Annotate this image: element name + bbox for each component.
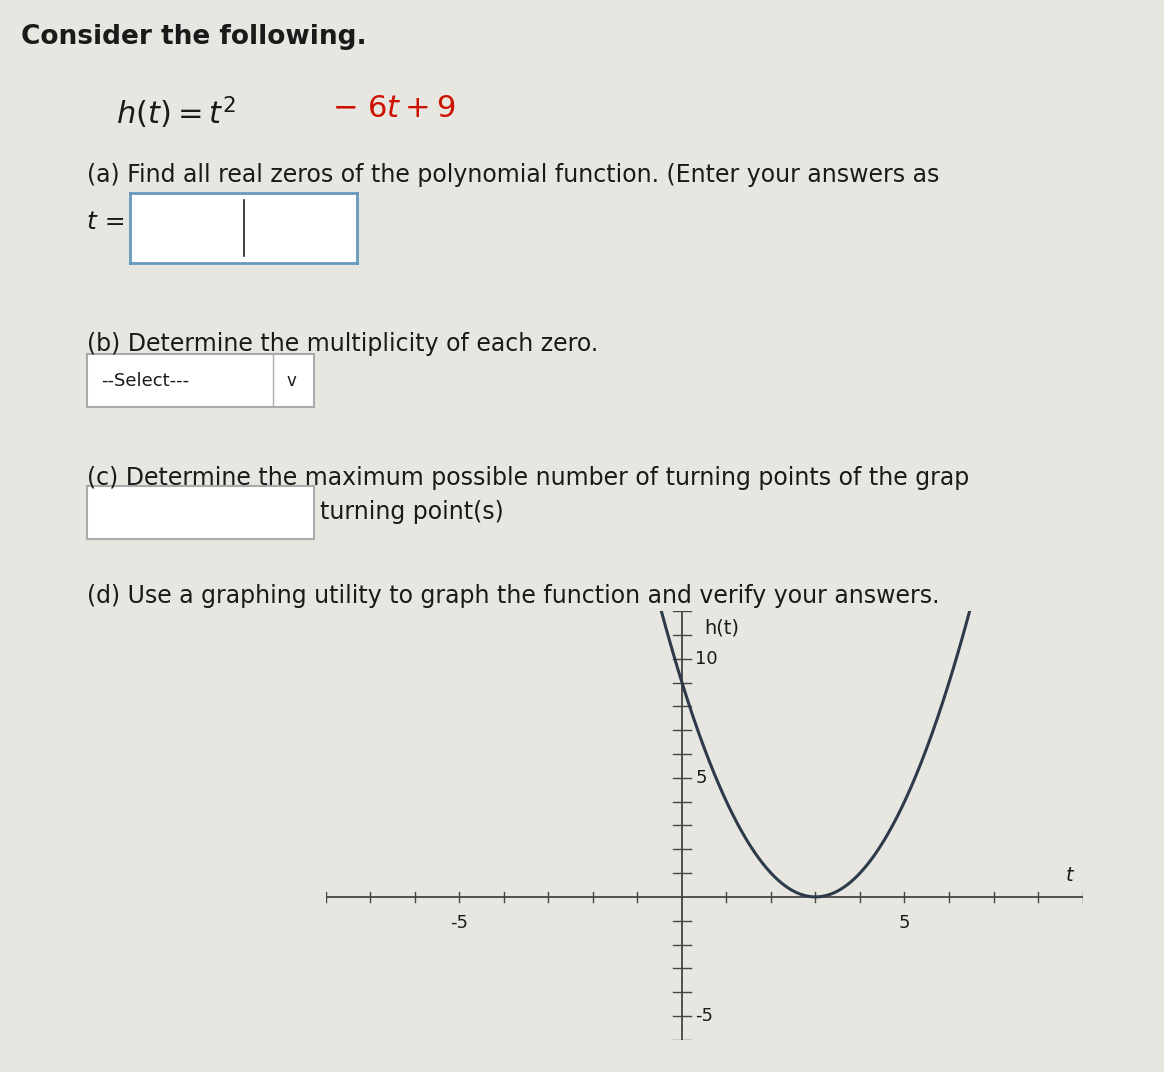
Text: -5: -5: [695, 1007, 714, 1025]
Text: (d) Use a graphing utility to graph the function and verify your answers.: (d) Use a graphing utility to graph the …: [87, 584, 939, 608]
Text: 5: 5: [695, 769, 707, 787]
Text: v: v: [286, 372, 297, 389]
Text: 10: 10: [695, 650, 718, 668]
Text: Consider the following.: Consider the following.: [21, 24, 367, 49]
Text: (c) Determine the maximum possible number of turning points of the grap: (c) Determine the maximum possible numbe…: [87, 466, 970, 490]
Text: -5: -5: [450, 913, 468, 932]
Text: turning point(s): turning point(s): [320, 501, 504, 524]
Text: $-\ 6t + 9$: $-\ 6t + 9$: [332, 94, 455, 123]
Text: --Select---: --Select---: [101, 372, 189, 389]
Text: h(t): h(t): [704, 619, 739, 637]
Text: (b) Determine the multiplicity of each zero.: (b) Determine the multiplicity of each z…: [87, 332, 598, 356]
Text: $h(t) = t^2$: $h(t) = t^2$: [116, 94, 236, 131]
Text: t =: t =: [87, 210, 126, 234]
Text: (a) Find all real zeros of the polynomial function. (Enter your answers as: (a) Find all real zeros of the polynomia…: [87, 163, 939, 187]
Text: t: t: [1066, 866, 1073, 885]
Text: 5: 5: [899, 913, 910, 932]
